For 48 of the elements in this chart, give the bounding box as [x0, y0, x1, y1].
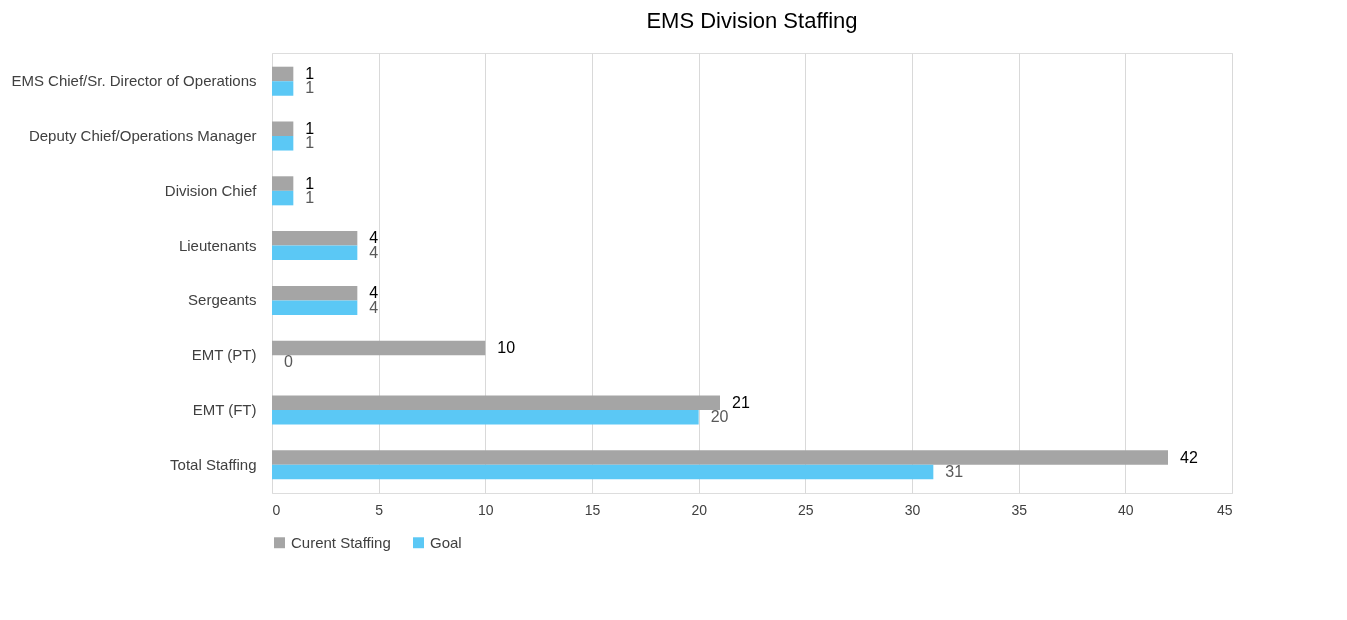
bar — [272, 300, 358, 315]
bar — [272, 395, 720, 410]
x-tick-label: 15 — [584, 501, 601, 518]
x-tick-label: 25 — [798, 501, 814, 518]
x-tick-label: 45 — [1216, 501, 1233, 518]
data-label: 1 — [305, 134, 315, 152]
bar — [272, 66, 294, 82]
y-tick-label: Division Chief — [164, 181, 258, 199]
bar — [272, 450, 1168, 465]
bar — [272, 81, 294, 96]
bar — [272, 245, 358, 261]
bar — [272, 231, 358, 246]
data-label: 42 — [1180, 448, 1198, 466]
y-tick-label: EMT (FT) — [192, 400, 257, 418]
x-tick-label: 0 — [272, 501, 281, 518]
y-tick-label: Total Staffing — [170, 455, 257, 473]
x-tick-label: 20 — [691, 501, 708, 518]
chart-title: EMS Division Staffing — [646, 8, 858, 33]
bar — [272, 121, 294, 137]
legend-label: Curent Staffing — [291, 533, 391, 551]
x-tick-label: 35 — [1011, 501, 1028, 518]
bar — [272, 136, 294, 151]
data-label: 1 — [305, 79, 315, 97]
y-tick-label: EMS Chief/Sr. Director of Operations — [11, 72, 257, 90]
data-label: 1 — [305, 189, 315, 207]
x-tick-label: 40 — [1118, 501, 1134, 518]
data-label: 20 — [710, 408, 729, 426]
bar — [272, 190, 294, 206]
bar — [272, 285, 358, 301]
bar — [272, 464, 934, 480]
data-label: 1 — [305, 174, 315, 192]
data-label: 31 — [945, 463, 964, 481]
x-tick-label: 30 — [904, 501, 921, 518]
data-label: 0 — [284, 353, 293, 371]
data-label: 21 — [732, 393, 750, 411]
y-tick-label: Sergeants — [188, 291, 257, 309]
bar — [272, 409, 699, 425]
bar — [272, 176, 294, 191]
bar — [272, 340, 486, 356]
y-tick-label: Deputy Chief/Operations Manager — [28, 127, 257, 145]
x-tick-label: 10 — [478, 501, 494, 518]
legend-label: Goal — [430, 533, 462, 551]
data-label: 1 — [305, 119, 315, 137]
x-tick-label: 5 — [375, 501, 384, 518]
data-label: 10 — [497, 338, 516, 356]
data-label: 1 — [305, 64, 315, 82]
y-tick-label: EMT (PT) — [191, 346, 257, 364]
y-tick-label: Lieutenants — [178, 236, 257, 254]
